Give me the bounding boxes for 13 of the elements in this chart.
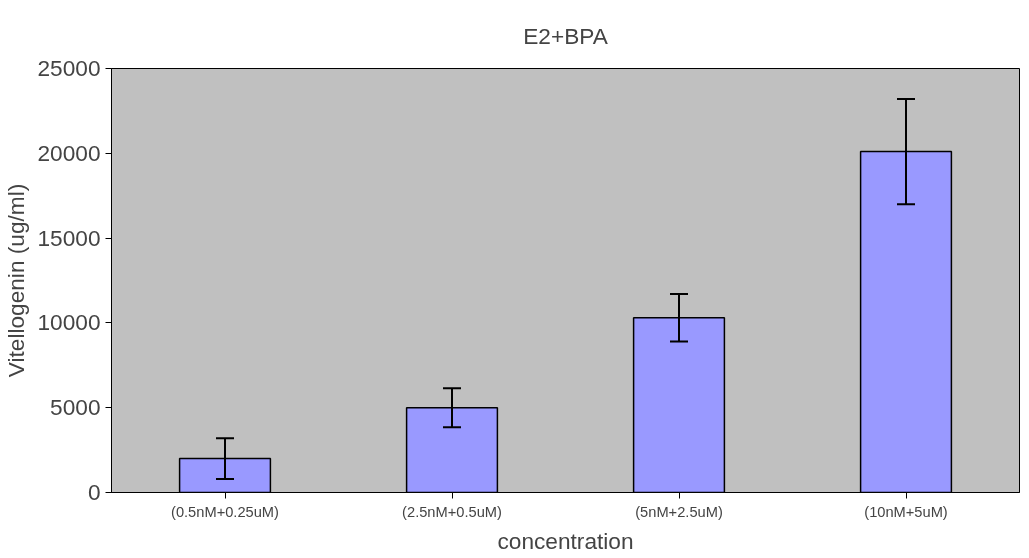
x-axis-title: concentration bbox=[497, 527, 634, 554]
y-axis-title: Vitellogenin (ug/ml) bbox=[3, 183, 30, 378]
x-tick-label: (0.5nM+0.25uM) bbox=[171, 503, 279, 520]
y-tick-label: 0 bbox=[87, 479, 101, 505]
y-tick-label: 25000 bbox=[37, 55, 101, 81]
y-tick-label: 10000 bbox=[37, 309, 101, 336]
chart-title: E2+BPA bbox=[523, 22, 609, 49]
x-tick-label: (5nM+2.5uM) bbox=[635, 503, 723, 520]
y-tick-label: 20000 bbox=[37, 139, 101, 166]
x-tick-label: (10nM+5uM) bbox=[864, 503, 948, 520]
y-tick-label: 5000 bbox=[50, 394, 101, 421]
y-tick-label: 15000 bbox=[37, 224, 101, 251]
x-tick-label: (2.5nM+0.5uM) bbox=[402, 503, 502, 520]
